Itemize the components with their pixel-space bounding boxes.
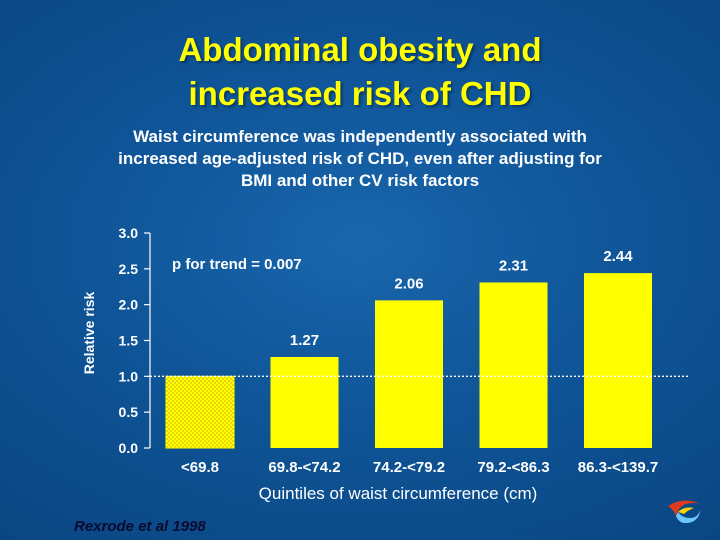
citation: Rexrode et al 1998 [74,518,206,535]
y-axis-label: Relative risk [81,292,97,375]
bar-value-label: 2.31 [499,257,528,274]
slide-subtitle: Waist circumference was independently as… [60,126,660,192]
subtitle-line-2: increased age-adjusted risk of CHD, even… [118,149,602,168]
x-axis-tick-labels: <69.8 69.8-<74.2 74.2-<79.2 79.2-<86.3 86.3-… [181,459,658,476]
bar-value-label: 2.44 [603,248,633,265]
y-tick-label: 0.5 [119,404,139,420]
x-tick-label: <69.8 [181,459,219,476]
bar [479,282,548,448]
x-tick-label: 79.2-<86.3 [477,459,549,476]
y-tick-label: 1.0 [119,368,139,384]
swirl-logo-icon [668,500,700,524]
bar [165,375,235,449]
y-tick-label: 0.0 [119,440,139,456]
x-axis-label: Quintiles of waist circumference (cm) [259,484,538,503]
subtitle-line-1: Waist circumference was independently as… [133,127,587,146]
slide-title: Abdominal obesity and increased risk of … [0,28,720,116]
p-for-trend-annotation: p for trend = 0.007 [172,256,302,273]
bars-group [165,273,652,449]
x-tick-label: 74.2-<79.2 [373,459,445,476]
y-tick-label: 1.5 [119,333,139,349]
y-tick-label: 2.5 [119,261,139,277]
bar [270,356,339,448]
bar [584,273,652,448]
title-line-1: Abdominal obesity and [178,31,542,68]
value-labels-group: 1.27 2.06 2.31 2.44 [290,248,633,349]
bar [375,300,443,448]
y-tick-label: 2.0 [119,297,139,313]
y-axis-ticks: 0.0 0.5 1.0 1.5 2.0 2.5 3.0 [119,225,150,456]
subtitle-line-3: BMI and other CV risk factors [240,171,480,190]
y-tick-label: 3.0 [119,225,139,241]
x-tick-label: 69.8-<74.2 [268,459,340,476]
x-tick-label: 86.3-<139.7 [578,459,659,476]
bar-value-label: 1.27 [290,332,319,349]
bar-value-label: 2.06 [394,275,423,292]
title-line-2: increased risk of CHD [188,75,532,112]
